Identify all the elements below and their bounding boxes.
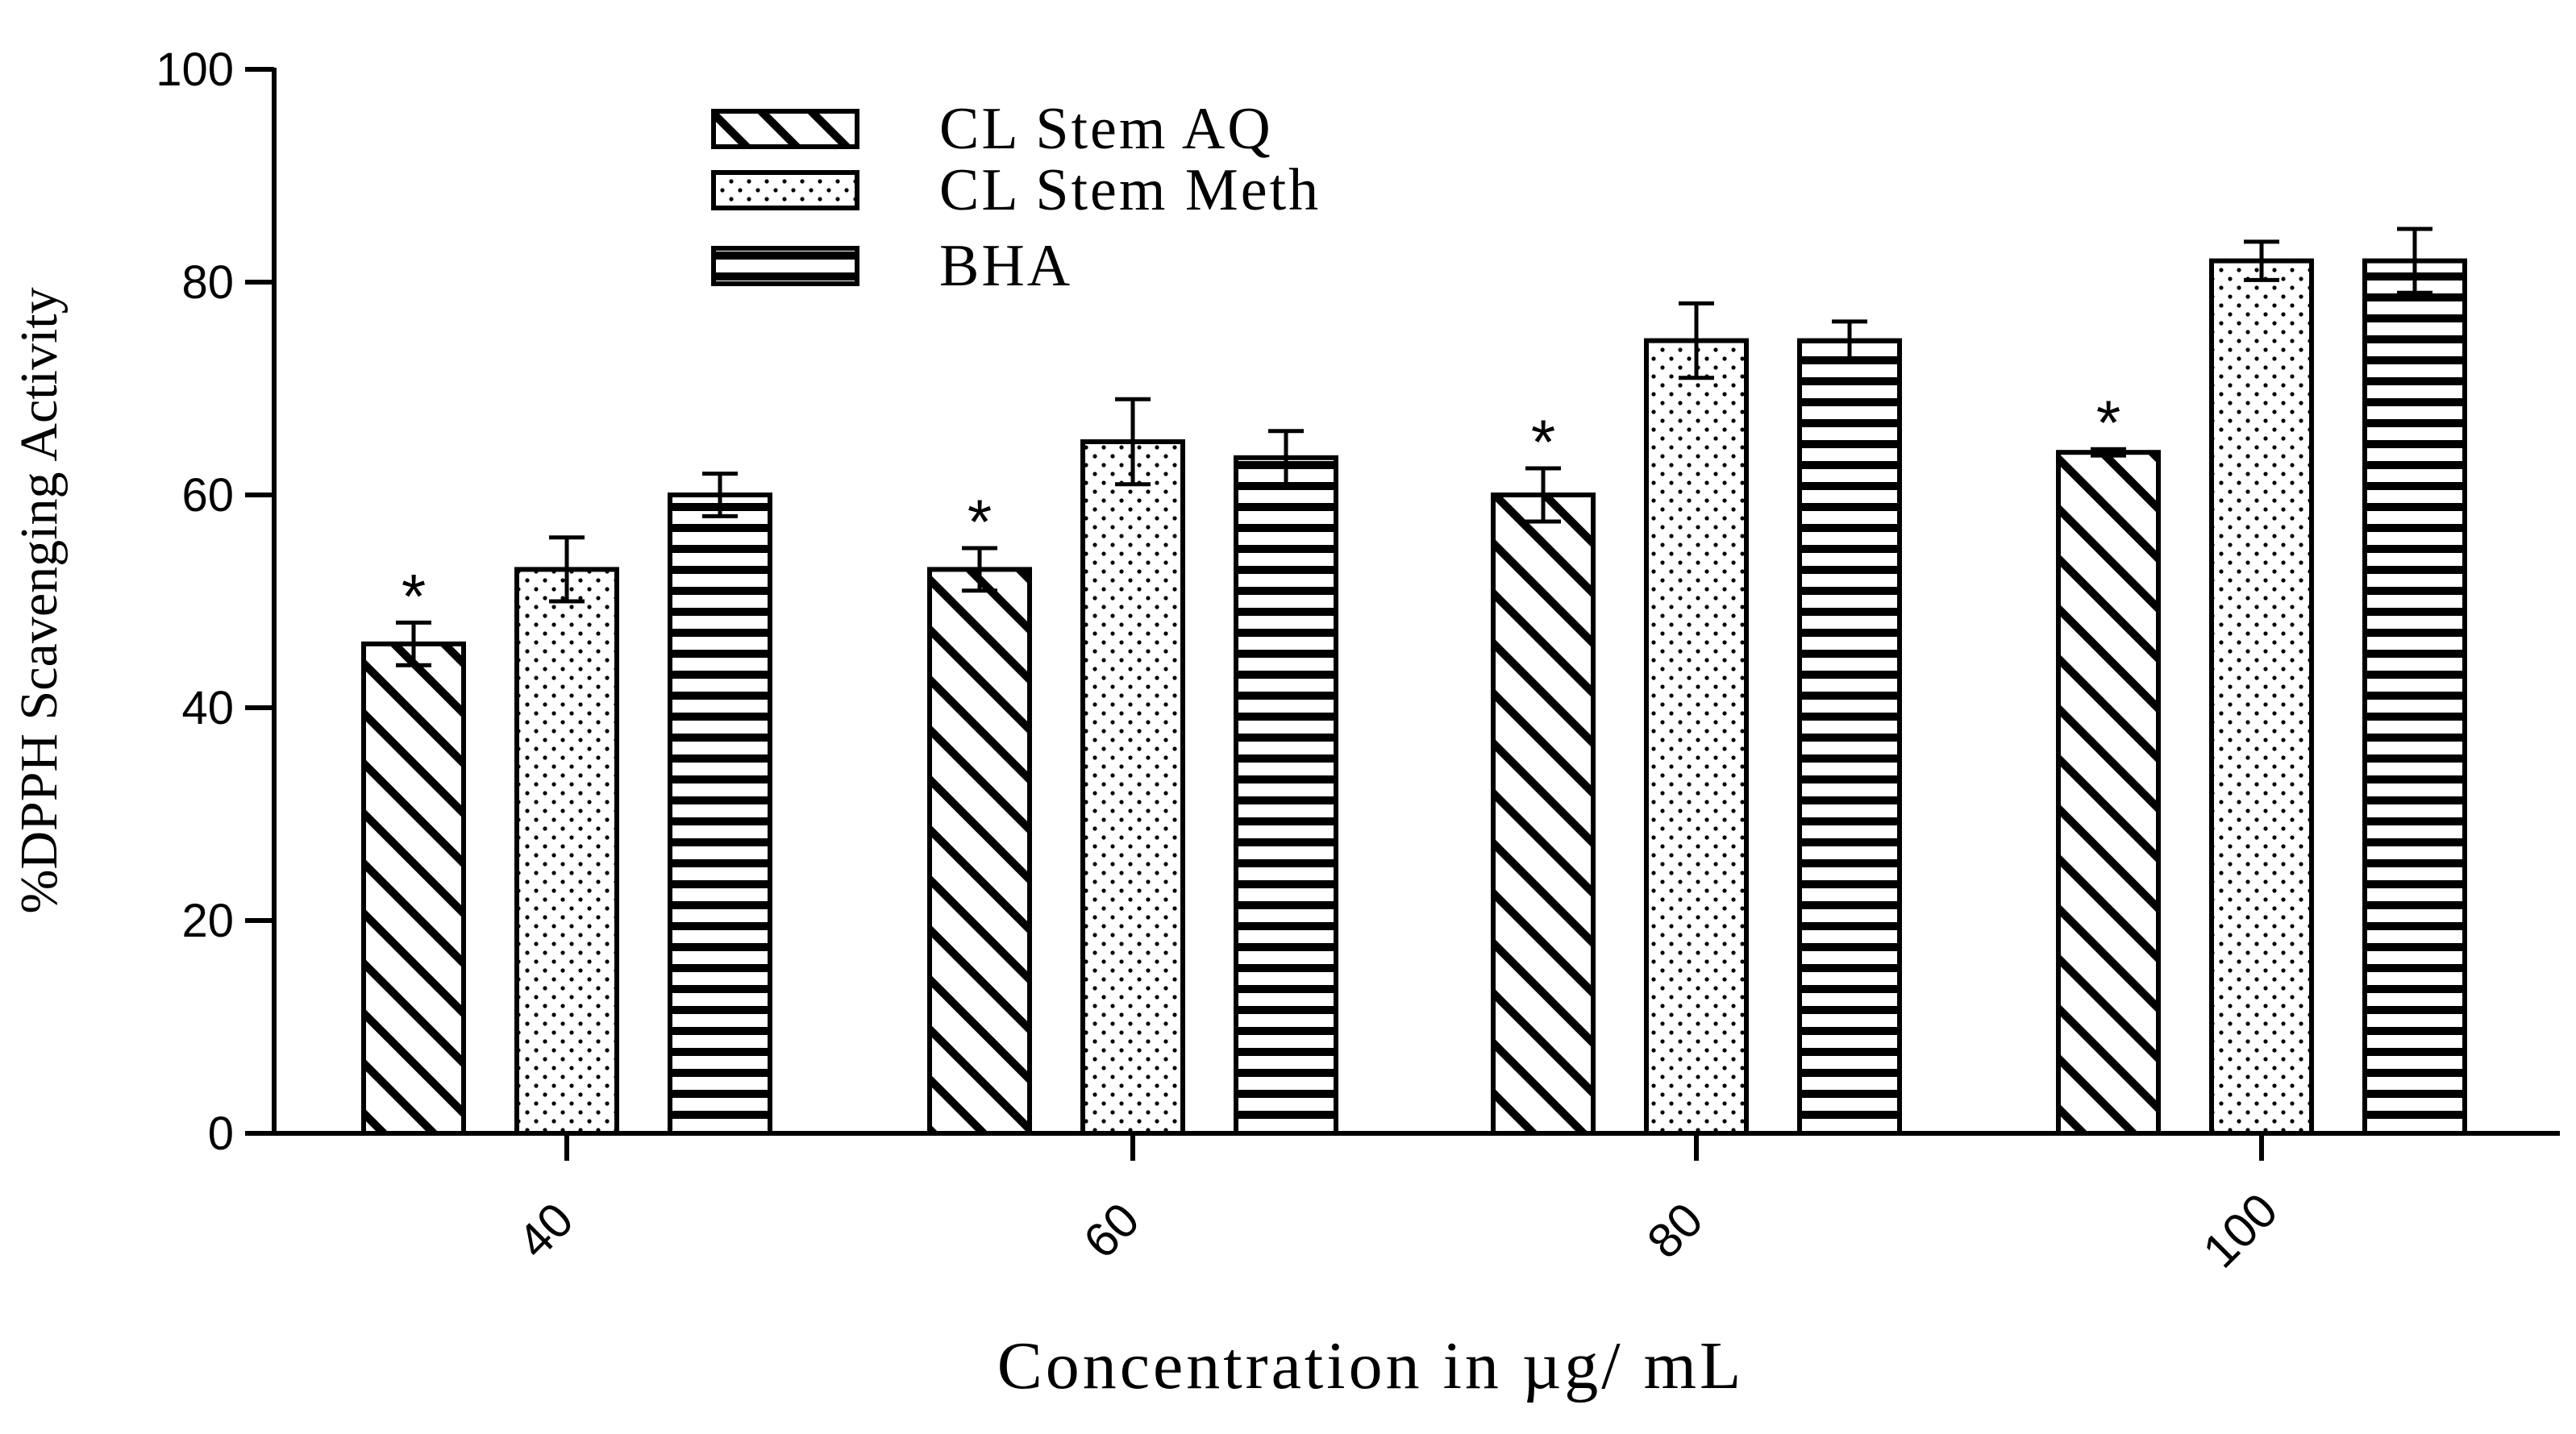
bar: [1080, 439, 1185, 1136]
y-tick-label: 0: [208, 1108, 234, 1160]
bar: [1491, 493, 1596, 1136]
legend-label: CL Stem Meth: [939, 157, 1321, 223]
legend-swatch: [711, 109, 859, 149]
significance-marker: *: [968, 486, 992, 557]
y-axis-ticks: 0 20 40 60 80 100: [156, 44, 274, 1160]
x-axis-title: Concentration in µg/ mL: [997, 1328, 1745, 1403]
bars: * * * *: [361, 227, 2467, 1137]
y-tick-label: 100: [156, 44, 234, 96]
bar: [514, 567, 619, 1136]
significance-marker: *: [402, 560, 426, 631]
bar: [2209, 258, 2314, 1137]
x-axis-ticks: 40 60 80 100: [507, 1133, 2288, 1278]
bar: [2056, 450, 2161, 1136]
y-axis-title: %DPPH Scavenging Activity: [10, 287, 69, 913]
significance-marker: *: [1531, 406, 1555, 477]
bar: [2362, 258, 2467, 1137]
bar: [1234, 455, 1338, 1136]
y-tick-label: 40: [181, 682, 234, 734]
bar: [1797, 338, 1902, 1137]
x-tick-label: 100: [2192, 1183, 2287, 1278]
bar: [668, 493, 772, 1136]
legend-label: BHA: [939, 233, 1072, 299]
y-tick-label: 60: [181, 469, 234, 522]
y-tick-label: 20: [181, 895, 234, 947]
x-tick-label: 40: [507, 1192, 584, 1269]
legend-label: CL Stem AQ: [939, 96, 1273, 162]
x-tick-label: 60: [1073, 1192, 1150, 1269]
bar: [1644, 338, 1749, 1137]
y-tick-label: 80: [181, 256, 234, 309]
legend-swatch: [711, 246, 859, 286]
x-tick-label: 80: [1637, 1192, 1713, 1269]
significance-marker: *: [2096, 387, 2120, 458]
legend-swatch: [711, 170, 859, 210]
bar: [927, 567, 1032, 1136]
bar: [361, 641, 466, 1136]
